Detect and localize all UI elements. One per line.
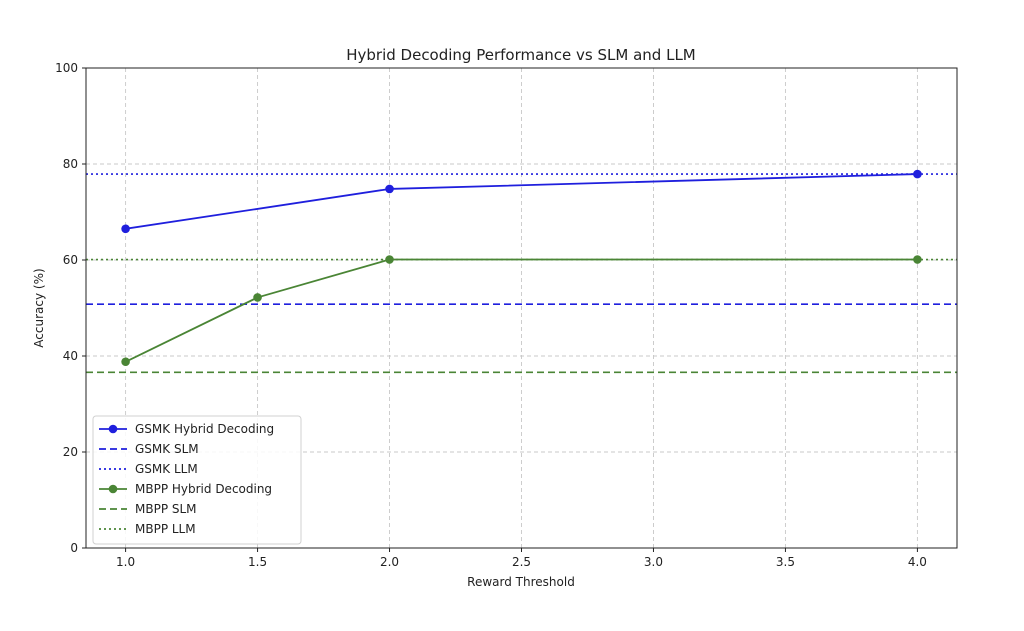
gsmk-hybrid-decoding-point — [385, 184, 394, 194]
mbpp-hybrid-decoding-point — [913, 255, 922, 264]
y-tick-label: 60 — [63, 253, 78, 267]
x-axis-label: Reward Threshold — [467, 575, 575, 589]
x-tick-label: 1.0 — [116, 555, 135, 569]
legend: GSMK Hybrid Decoding GSMK SLM GSMK LLM MBPP… — [92, 415, 302, 545]
legend-label-gsmk-llm: GSMK LLM — [135, 462, 198, 476]
mbpp-hybrid-decoding-point — [253, 293, 262, 302]
legend-label-mbpp-llm: MBPP LLM — [135, 522, 196, 536]
legend-marker-mbpp-hybrid-decoding — [108, 484, 118, 494]
y-tick-label: 0 — [70, 541, 78, 555]
mbpp-hybrid-decoding-line — [125, 258, 918, 363]
gsmk-hybrid-decoding-point — [913, 169, 922, 179]
y-tick-label: 80 — [63, 157, 78, 171]
chart-title: Hybrid Decoding Performance vs SLM and L… — [346, 46, 696, 64]
x-tick-label: 2.0 — [380, 555, 399, 569]
legend-label-mbpp-hybrid-decoding: MBPP Hybrid Decoding — [135, 482, 272, 496]
x-tick-label: 3.0 — [644, 555, 663, 569]
x-tick-label: 3.5 — [776, 555, 795, 569]
x-tick-label: 2.5 — [512, 555, 531, 569]
axis-ticks: 1.0 1.5 2.0 2.5 3.0 3.5 4.0 0 20 40 60 80 100 — [55, 61, 927, 569]
gsmk-hybrid-decoding-point — [121, 224, 130, 234]
y-tick-label: 100 — [55, 61, 78, 75]
series — [121, 169, 922, 367]
legend-box — [92, 415, 302, 545]
mbpp-hybrid-decoding-point — [385, 255, 394, 264]
mbpp-hybrid-decoding-point — [121, 357, 130, 367]
x-tick-label: 4.0 — [908, 555, 927, 569]
y-tick-label: 40 — [63, 349, 78, 363]
legend-label-gsmk-slm: GSMK SLM — [135, 442, 199, 456]
y-axis-label: Accuracy (%) — [32, 268, 46, 347]
legend-label-mbpp-slm: MBPP SLM — [135, 502, 197, 516]
legend-label-gsmk-hybrid-decoding: GSMK Hybrid Decoding — [135, 422, 274, 436]
legend-marker-gsmk-hybrid-decoding — [108, 424, 118, 434]
x-tick-label: 1.5 — [248, 555, 267, 569]
y-tick-label: 20 — [63, 445, 78, 459]
